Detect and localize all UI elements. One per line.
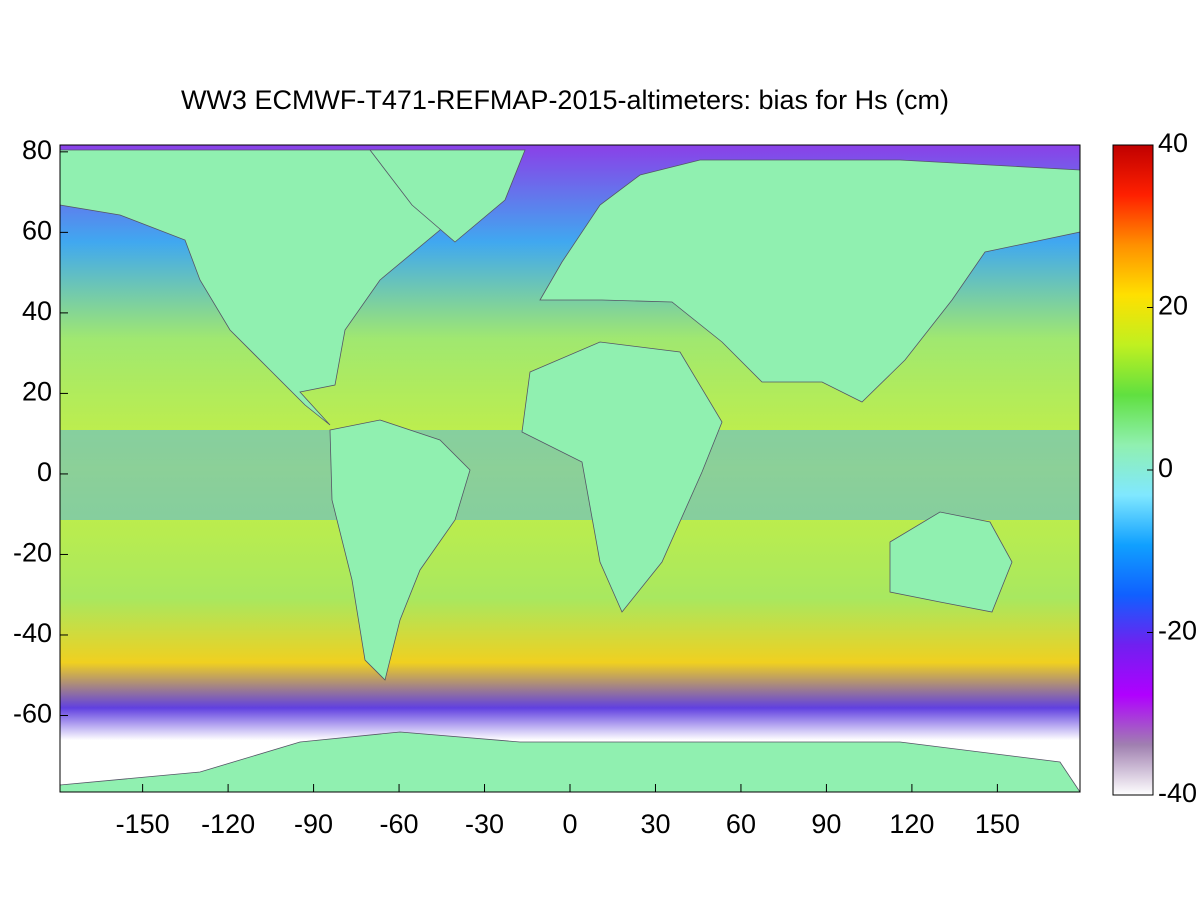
chart-title: WW3 ECMWF-T471-REFMAP-2015-altimeters: b… (181, 85, 949, 115)
colorbar-tick-label: -20 (1158, 616, 1197, 646)
colorbar-tick-label: 20 (1158, 291, 1188, 321)
x-tick-label: 60 (726, 809, 756, 839)
colorbar (1112, 144, 1154, 796)
y-tick-label: 40 (22, 296, 52, 326)
x-tick-label: 90 (811, 809, 841, 839)
x-tick-label: -150 (116, 809, 170, 839)
colorbar-tick-label: 40 (1158, 128, 1188, 158)
y-tick-label: -40 (13, 618, 52, 648)
y-tick-label: 0 (37, 457, 52, 487)
x-tick-label: -30 (465, 809, 504, 839)
x-tick-label: -120 (201, 809, 255, 839)
y-tick-label: 20 (22, 377, 52, 407)
x-tick-label: 150 (975, 809, 1020, 839)
y-tick-label: -20 (13, 538, 52, 568)
x-tick-label: 120 (889, 809, 934, 839)
x-tick-label: 30 (640, 809, 670, 839)
x-tick-label: -60 (380, 809, 419, 839)
colorbar-tick-label: 0 (1158, 453, 1173, 483)
x-tick-label: 0 (562, 809, 577, 839)
y-tick-label: -60 (13, 699, 52, 729)
map (59, 144, 1081, 793)
colorbar-tick-label: -40 (1158, 778, 1197, 808)
y-tick-label: 60 (22, 215, 52, 245)
x-tick-label: -90 (294, 809, 333, 839)
land (59, 149, 1081, 793)
y-tick-label: 80 (22, 135, 52, 165)
